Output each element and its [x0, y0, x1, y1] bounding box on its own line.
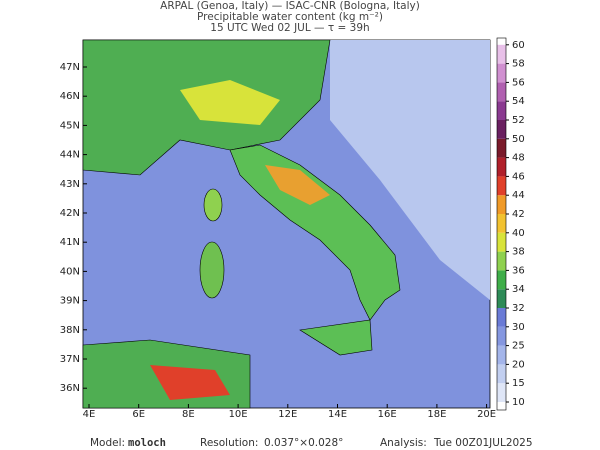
colorbar-label: 15	[512, 378, 525, 389]
lat-label: 42N	[60, 208, 80, 219]
colorbar-segment	[497, 364, 506, 384]
footer-label: Resolution:	[200, 437, 258, 449]
colorbar-segment	[497, 101, 506, 120]
map-region	[150, 365, 230, 400]
colorbar-segment	[497, 232, 506, 252]
lat-label: 40N	[60, 266, 80, 277]
lat-label: 46N	[60, 91, 80, 102]
colorbar-segment	[497, 289, 506, 308]
colorbar-segment	[497, 157, 506, 177]
lon-label: 10E	[229, 409, 248, 420]
lon-label: 6E	[132, 409, 145, 420]
colorbar-segment	[497, 214, 506, 233]
colorbar-label: 38	[512, 247, 525, 258]
colorbar-segment	[497, 345, 506, 365]
colorbar-segment	[497, 138, 506, 158]
colorbar-label: 34	[512, 284, 525, 295]
colorbar-segment	[497, 308, 506, 327]
map-region	[265, 165, 330, 205]
map-region	[203, 188, 223, 222]
colorbar-segment	[497, 251, 506, 271]
colorbar-label: 42	[512, 209, 525, 220]
lon-label: 16E	[378, 409, 397, 420]
lat-label: 37N	[60, 354, 80, 365]
colorbar-segment	[497, 195, 506, 214]
colorbar-label: 60	[512, 40, 525, 51]
colorbar-label: 44	[512, 190, 525, 201]
lat-label: 43N	[60, 179, 80, 190]
colorbar-segment	[497, 176, 506, 196]
map-region	[229, 144, 401, 321]
lat-label: 38N	[60, 325, 80, 336]
colorbar-segment	[497, 383, 506, 402]
colorbar-label: 30	[512, 322, 525, 333]
colorbar-label: 54	[512, 96, 525, 107]
colorbar-segment	[497, 270, 506, 290]
colorbar-frame	[496, 37, 507, 411]
colorbar-label: 58	[512, 59, 525, 70]
lon-label: 18E	[427, 409, 446, 420]
map-region	[299, 319, 373, 356]
lat-label: 39N	[60, 296, 80, 307]
colorbar-segment	[497, 44, 506, 64]
colorbar-segment	[497, 120, 506, 139]
lat-label: 47N	[60, 62, 80, 73]
map	[82, 39, 491, 409]
lon-label: 20E	[477, 409, 496, 420]
footer-value: Tue 00Z01JUL2025	[433, 437, 533, 449]
colorbar-label: 56	[512, 77, 525, 88]
colorbar-label: 32	[512, 303, 525, 314]
colorbar-segment	[497, 63, 506, 83]
map-axes: 47N 46N 45N 44N 43N 42N 41N 40N 39N 38N 37N 36N 4E 6E…	[60, 62, 496, 420]
colorbar-label: 40	[512, 228, 525, 239]
colorbar: 10 15 20 25 30 32 34 36 38 40 42 44 46 48 50 52 54 56 58 60	[496, 37, 525, 411]
footer-value: 0.037°×0.028°	[264, 437, 343, 449]
lat-label: 41N	[60, 237, 80, 248]
colorbar-label: 50	[512, 134, 525, 145]
header-line: 15 UTC Wed 02 JUL — τ = 39h	[210, 22, 369, 34]
footer-label: Analysis:	[380, 437, 427, 449]
footer-value: moloch	[128, 437, 166, 449]
colorbar-label: 10	[512, 397, 525, 408]
colorbar-label: 25	[512, 341, 525, 352]
lon-label: 4E	[83, 409, 96, 420]
header-line: Precipitable water content (kg m⁻²)	[197, 11, 383, 23]
colorbar-label: 48	[512, 153, 525, 164]
map-region	[180, 80, 280, 125]
lat-label: 45N	[60, 120, 80, 131]
header-line: ARPAL (Genoa, Italy) — ISAC-CNR (Bologna…	[160, 0, 420, 12]
lat-label: 44N	[60, 150, 80, 161]
colorbar-label: 36	[512, 265, 525, 276]
colorbar-segment	[497, 326, 506, 346]
footer-label: Model:	[90, 437, 125, 449]
colorbar-label: 52	[512, 115, 525, 126]
lat-label: 36N	[60, 383, 80, 394]
lon-label: 14E	[328, 409, 347, 420]
lon-label: 8E	[182, 409, 195, 420]
colorbar-label: 46	[512, 171, 525, 182]
map-region	[330, 40, 490, 300]
colorbar-segment	[497, 82, 506, 102]
map-region	[199, 241, 225, 299]
lon-label: 12E	[278, 409, 297, 420]
colorbar-label: 20	[512, 359, 525, 370]
